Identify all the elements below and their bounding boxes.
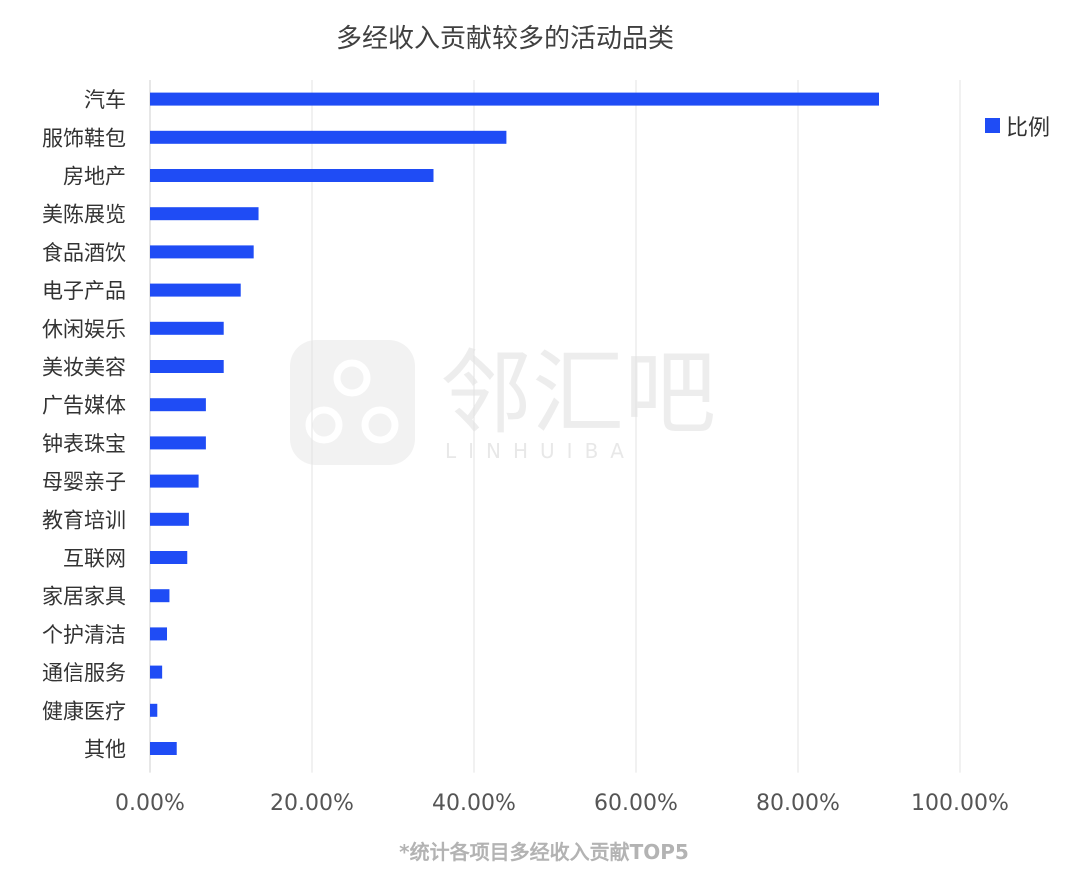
- bar: [150, 742, 177, 755]
- bar: [150, 207, 259, 221]
- bar: [150, 627, 168, 641]
- bar: [150, 169, 434, 182]
- category-label: 通信服务: [42, 661, 126, 685]
- bar: [150, 474, 199, 488]
- category-labels: 汽车服饰鞋包房地产美陈展览食品酒饮电子产品休闲娱乐美妆美容广告媒体钟表珠宝母婴亲…: [42, 88, 126, 761]
- legend: 比例: [985, 116, 1050, 141]
- category-label: 食品酒饮: [42, 241, 126, 265]
- category-label: 休闲娱乐: [42, 317, 126, 341]
- category-label: 家居家具: [42, 585, 126, 609]
- category-label: 服饰鞋包: [42, 126, 126, 150]
- bar: [150, 283, 241, 297]
- x-tick-label: 80.00%: [756, 791, 840, 816]
- bar: [150, 321, 224, 335]
- category-label: 个护清洁: [42, 623, 126, 647]
- legend-label-ratio: 比例: [1006, 116, 1050, 141]
- watermark: 邻汇吧 LINHUIBA: [290, 340, 716, 465]
- category-label: 房地产: [63, 165, 126, 189]
- category-label: 健康医疗: [42, 699, 126, 723]
- bar: [150, 92, 879, 106]
- category-label: 美妆美容: [42, 356, 126, 380]
- category-label: 美陈展览: [42, 203, 126, 227]
- bar: [150, 130, 507, 144]
- bar: [150, 703, 158, 717]
- category-label: 广告媒体: [42, 394, 126, 418]
- bar: [150, 512, 189, 526]
- category-label: 母婴亲子: [42, 470, 126, 494]
- bar: [150, 398, 206, 412]
- watermark-sub: LINHUIBA: [445, 439, 636, 463]
- legend-swatch: [985, 118, 1000, 133]
- x-tick-label: 40.00%: [432, 791, 516, 816]
- watermark-brand: 邻汇吧: [440, 340, 716, 447]
- category-label: 汽车: [84, 88, 126, 112]
- footnote: *统计各项目多经收入贡献TOP5: [399, 840, 689, 864]
- category-label: 其他: [84, 738, 126, 762]
- category-label: 钟表珠宝: [42, 432, 126, 456]
- bar: [150, 360, 224, 373]
- category-label: 电子产品: [42, 279, 126, 303]
- bar: [150, 589, 170, 603]
- category-label: 互联网: [63, 547, 126, 571]
- bar: [150, 245, 254, 259]
- x-tick-label: 0.00%: [115, 791, 185, 816]
- x-tick-label: 60.00%: [594, 791, 678, 816]
- chart-title: 多经收入贡献较多的活动品类: [336, 24, 674, 54]
- x-tick-label: 100.00%: [911, 791, 1009, 816]
- bar: [150, 665, 163, 679]
- gridlines: [149, 80, 961, 773]
- x-tick-labels: 0.00% 20.00% 40.00% 60.00% 80.00% 100.00%: [115, 791, 1009, 816]
- x-tick-label: 20.00%: [270, 791, 354, 816]
- bar: [150, 436, 206, 450]
- category-label: 教育培训: [42, 508, 126, 532]
- bars: [150, 92, 879, 755]
- bar: [150, 551, 188, 564]
- watermark-logo-icon: [290, 340, 415, 465]
